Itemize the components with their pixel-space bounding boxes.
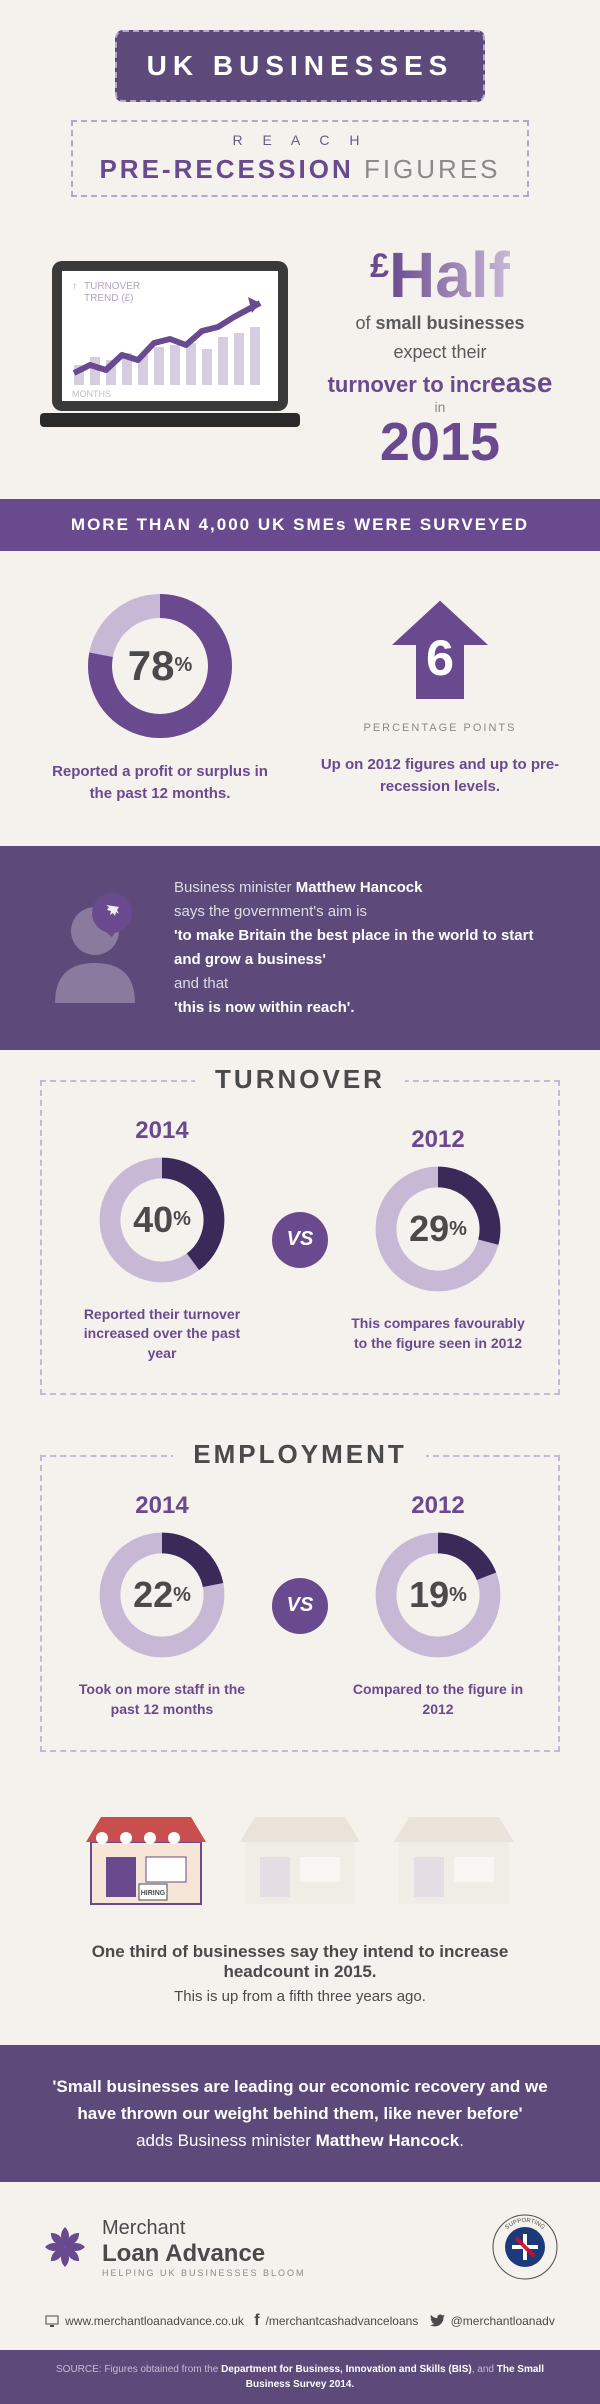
shop-active-icon: HIRING	[81, 1802, 211, 1912]
hero-section: ↑ TURNOVER TREND (£) MONTHS	[0, 237, 600, 499]
stat-up6-desc: Up on 2012 figures and up to pre-recessi…	[320, 754, 560, 799]
supporting-badge-icon: SUPPORTING	[490, 2212, 560, 2282]
header-section: UK BUSINESSES R E A C H PRE-RECESSION FI…	[0, 0, 600, 237]
pre-recession-bold: PRE-RECESSION	[99, 154, 353, 184]
source-bar: SOURCE: Figures obtained from the Depart…	[0, 2350, 600, 2404]
trend-label: TREND (£)	[84, 293, 133, 304]
title-banner: UK BUSINESSES	[115, 30, 486, 102]
survey-banner: MORE THAN 4,000 UK SMEs WERE SURVEYED	[0, 499, 600, 551]
stats-row: 78% Reported a profit or surplus in the …	[0, 551, 600, 846]
pound-icon: £	[370, 247, 389, 286]
hero-line3: turnover to increase	[320, 367, 560, 399]
turnover-2014: 2014 40% Reported their turnover increas…	[72, 1117, 252, 1364]
figures-light: FIGURES	[364, 154, 501, 184]
footer-brand: Merchant Loan Advance HELPING UK BUSINES…	[0, 2182, 600, 2302]
brand-logo-icon	[40, 2222, 90, 2272]
brand-name: Merchant Loan Advance HELPING UK BUSINES…	[102, 2217, 306, 2278]
stat-profit-desc: Reported a profit or surplus in the past…	[40, 761, 280, 806]
months-label: MONTHS	[72, 389, 111, 399]
arrow-up-icon: 6	[380, 591, 500, 711]
avatar-icon	[40, 893, 150, 1003]
shop-faded-icon	[389, 1802, 519, 1912]
percentage-points-label: PERCENTAGE POINTS	[320, 722, 560, 734]
hero-line2: expect their	[320, 342, 560, 363]
facebook-icon: f	[254, 2312, 259, 2330]
shops-caption: One third of businesses say they intend …	[0, 1932, 600, 2045]
facebook-link[interactable]: f /merchantcashadvanceloans	[254, 2312, 418, 2330]
stat-profit: 78% Reported a profit or surplus in the …	[40, 591, 280, 806]
vs-badge: VS	[272, 1212, 328, 1268]
vs-badge: VS	[272, 1578, 328, 1634]
stat-up6: 6 PERCENTAGE POINTS Up on 2012 figures a…	[320, 591, 560, 806]
turnover-title: TURNOVER	[195, 1064, 405, 1095]
arrow-6-value: 6	[426, 629, 454, 686]
website-link[interactable]: www.merchantloanadvance.co.uk	[45, 2312, 244, 2330]
employment-section: EMPLOYMENT 2014 22% Took on more staff i…	[0, 1425, 600, 1781]
pre-recession-line: PRE-RECESSION FIGURES	[99, 154, 500, 185]
turnover-2012: 2012 29% This compares favourably to the…	[348, 1126, 528, 1353]
hero-text: £ Half of small businesses expect their …	[320, 247, 560, 469]
half-word: Half	[389, 247, 510, 305]
svg-text:↑: ↑	[72, 281, 77, 292]
social-row: www.merchantloanadvance.co.uk f /merchan…	[0, 2302, 600, 2350]
hero-year: 2015	[320, 415, 560, 469]
reach-label: R E A C H	[99, 132, 500, 148]
employment-2014: 2014 22% Took on more staff in the past …	[72, 1492, 252, 1719]
subtitle-box: R E A C H PRE-RECESSION FIGURES	[71, 120, 528, 197]
shops-row: HIRING	[0, 1782, 600, 1932]
employment-2012: 2012 19% Compared to the figure in 2012	[348, 1492, 528, 1719]
laptop-svg: ↑ TURNOVER TREND (£) MONTHS	[40, 255, 300, 455]
shop-faded-icon	[235, 1802, 365, 1912]
turnover-section: TURNOVER 2014 40% Reported their turnove…	[0, 1050, 600, 1426]
hero-line1: of small businesses	[320, 313, 560, 334]
laptop-chart: ↑ TURNOVER TREND (£) MONTHS	[40, 255, 300, 460]
quote-hancock-2: 'Small businesses are leading our econom…	[0, 2045, 600, 2183]
svg-text:HIRING: HIRING	[141, 1890, 166, 1897]
twitter-icon	[429, 2314, 445, 2328]
monitor-icon	[45, 2314, 59, 2328]
twitter-link[interactable]: @merchantloanadv	[429, 2312, 555, 2330]
quote1-text: Business minister Matthew Hancock says t…	[174, 876, 560, 1020]
stat-78-value: 78%	[85, 591, 235, 741]
quote-hancock-1: Business minister Matthew Hancock says t…	[0, 846, 600, 1050]
turnover-label: TURNOVER	[84, 281, 140, 292]
employment-title: EMPLOYMENT	[173, 1439, 426, 1470]
infographic-root: UK BUSINESSES R E A C H PRE-RECESSION FI…	[0, 0, 600, 2404]
